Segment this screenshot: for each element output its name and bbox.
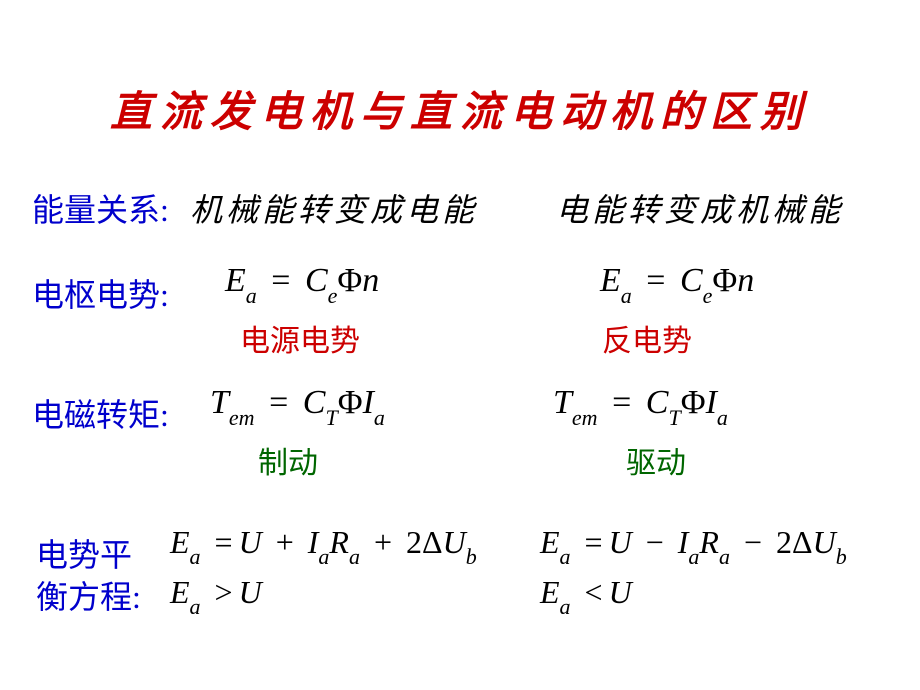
sub-T: T (325, 405, 337, 430)
var-C: C (303, 384, 326, 421)
emf-label: 电枢电势: (32, 270, 169, 316)
energy-right-text: 电能转变成机械能 (556, 185, 844, 231)
emf-formula-left: Ea = CeΦn (225, 262, 379, 305)
var-n: n (362, 262, 379, 299)
var-C: C (646, 384, 669, 421)
sub-b: b (466, 544, 477, 569)
sub-b: b (836, 544, 847, 569)
sub-a: a (560, 544, 571, 569)
sub-em: em (229, 405, 255, 430)
sub-a: a (190, 594, 201, 619)
var-Phi: Φ (681, 384, 706, 421)
sub-a: a (719, 544, 730, 569)
var-E: E (225, 262, 246, 299)
tem-formula-right: Tem = CTΦIa (553, 384, 728, 427)
var-E: E (170, 524, 190, 560)
num-2: 2 (776, 524, 792, 560)
op-eq: = (646, 262, 665, 299)
op-minus: − (646, 524, 664, 560)
var-I: I (678, 524, 689, 560)
sub-em: em (572, 405, 598, 430)
tem-formula-left: Tem = CTΦIa (210, 384, 385, 427)
var-Phi: Φ (338, 384, 363, 421)
op-eq: = (271, 262, 290, 299)
sub-a: a (349, 544, 360, 569)
var-U: U (609, 524, 632, 560)
balance-formula-left-1: Ea =U + IaRa + 2ΔUb (170, 524, 477, 566)
balance-formula-right-2: Ea <U (540, 574, 632, 616)
var-E: E (540, 574, 560, 610)
sub-e: e (328, 283, 338, 308)
torque-right-note: 驱动 (626, 438, 686, 482)
var-R: R (329, 524, 349, 560)
var-U: U (239, 574, 262, 610)
var-U: U (239, 524, 262, 560)
op-eq: = (585, 524, 603, 560)
var-T: T (553, 384, 572, 421)
balance-label-line2: 衡方程: (36, 572, 141, 618)
torque-label: 电磁转矩: (32, 390, 169, 436)
energy-left-text: 机械能转变成电能 (190, 185, 478, 231)
var-Delta: Δ (422, 524, 443, 560)
var-T: T (210, 384, 229, 421)
var-I: I (363, 384, 374, 421)
emf-left-note: 电源电势 (240, 316, 360, 360)
var-E: E (600, 262, 621, 299)
var-U: U (813, 524, 836, 560)
var-Delta: Δ (792, 524, 813, 560)
energy-label: 能量关系: (32, 185, 169, 231)
var-n: n (737, 262, 754, 299)
var-C: C (680, 262, 703, 299)
var-U: U (609, 574, 632, 610)
op-eq: = (269, 384, 288, 421)
balance-label-line1: 电势平 (36, 530, 132, 576)
op-gt: > (215, 574, 233, 610)
sub-a: a (560, 594, 571, 619)
page-title: 直流发电机与直流电动机的区别 (0, 0, 920, 139)
sub-a: a (621, 283, 632, 308)
op-plus: + (374, 524, 392, 560)
var-I: I (706, 384, 717, 421)
var-Phi: Φ (337, 262, 362, 299)
var-Phi: Φ (712, 262, 737, 299)
var-U: U (443, 524, 466, 560)
torque-left-note: 制动 (258, 438, 318, 482)
var-R: R (699, 524, 719, 560)
op-lt: < (585, 574, 603, 610)
sub-a: a (688, 544, 699, 569)
sub-a: a (318, 544, 329, 569)
sub-T: T (668, 405, 680, 430)
sub-e: e (703, 283, 713, 308)
emf-formula-right: Ea = CeΦn (600, 262, 754, 305)
op-eq: = (215, 524, 233, 560)
sub-a: a (374, 405, 385, 430)
op-eq: = (612, 384, 631, 421)
emf-right-note: 反电势 (602, 316, 692, 360)
balance-formula-right-1: Ea =U − IaRa − 2ΔUb (540, 524, 847, 566)
balance-formula-left-2: Ea >U (170, 574, 262, 616)
num-2: 2 (406, 524, 422, 560)
op-minus: − (744, 524, 762, 560)
var-E: E (170, 574, 190, 610)
sub-a: a (717, 405, 728, 430)
sub-a: a (246, 283, 257, 308)
var-I: I (308, 524, 319, 560)
op-plus: + (276, 524, 294, 560)
sub-a: a (190, 544, 201, 569)
var-C: C (305, 262, 328, 299)
var-E: E (540, 524, 560, 560)
